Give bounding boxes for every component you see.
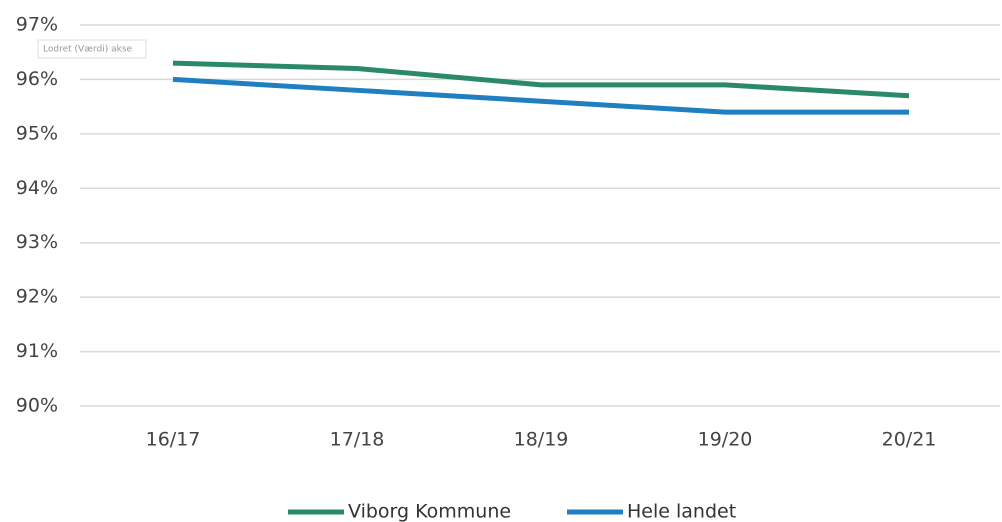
plot: 90% 91% 92% 93% 94% 95% 96% 97% 16/17 17/18 18/19 1…	[16, 14, 1000, 522]
legend-label: Viborg Kommune	[348, 501, 511, 522]
y-tick-label: 97%	[16, 14, 58, 36]
x-tick-label: 18/19	[514, 429, 569, 451]
y-tick-label: 95%	[16, 122, 58, 144]
y-tick-label: 94%	[16, 177, 58, 199]
y-tick-label: 93%	[16, 231, 58, 253]
legend-label: Hele landet	[627, 501, 736, 522]
tooltip-box	[37, 39, 147, 59]
x-tick-label: 19/20	[698, 429, 753, 451]
x-tick-label: 16/17	[146, 429, 201, 451]
tooltip: Lodret (Værdi) akse	[43, 45, 133, 55]
series-line	[172, 60, 910, 99]
series-line	[172, 76, 909, 115]
y-tick-label: 92%	[16, 286, 58, 308]
x-tick-label: 20/21	[882, 429, 937, 451]
x-tick-label: 17/18	[330, 429, 385, 451]
y-tick-label: 90%	[16, 395, 58, 417]
y-tick-label: 96%	[16, 68, 58, 90]
y-tick-label: 91%	[16, 340, 58, 362]
